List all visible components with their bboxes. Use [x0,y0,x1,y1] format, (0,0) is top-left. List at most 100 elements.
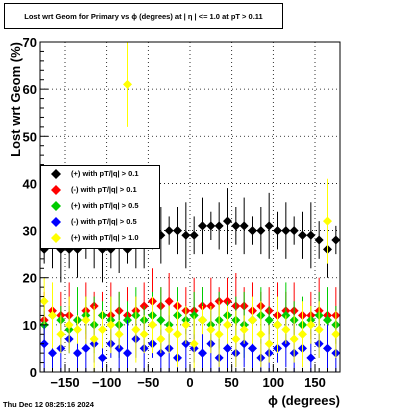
y-axis-label: Lost wrt Geom (%) [8,42,23,157]
data-point [298,329,307,339]
data-point [298,230,307,240]
legend-entry: (-) with pT/|q| > 0.5 [41,214,159,230]
data-point [131,325,141,335]
data-point [256,329,266,339]
data-point [273,226,282,236]
y-tick-label: 20 [23,271,37,286]
legend-label: (+) with pT/|q| > 0.5 [71,201,139,210]
data-point [306,230,316,240]
data-point [89,334,99,344]
legend-label: (+) with pT/|q| > 1.0 [71,233,139,242]
data-point [331,329,341,339]
legend-label: (-) with pT/|q| > 0.5 [71,217,137,226]
data-point [231,334,241,344]
legend-label: (-) with pT/|q| > 0.1 [71,185,137,194]
data-point [39,296,49,306]
x-tick-label: 100 [262,375,284,390]
data-point [189,230,199,240]
data-point [264,221,274,231]
data-point [289,334,299,344]
legend-entry: (-) with pT/|q| > 0.1 [41,182,159,198]
y-tick-label: 70 [23,35,37,50]
timestamp: Thu Dec 12 08:25:16 2024 [3,400,94,409]
data-point [281,325,291,335]
legend-entry: (+) with pT/|q| > 1.0 [41,230,159,246]
data-point [273,320,282,330]
data-point [214,329,224,339]
y-tick-label: 10 [23,318,37,333]
data-point [331,235,341,245]
data-point [156,334,166,344]
data-point [39,339,49,349]
x-axis-label: ϕ (degrees) [268,393,340,408]
data-point [314,325,324,335]
x-tick-label: −150 [50,375,79,390]
data-point [239,221,249,231]
data-point [198,348,207,358]
data-point [81,315,91,325]
data-point [164,296,174,306]
data-point [73,325,82,335]
y-tick-label: 40 [23,176,37,191]
data-point [173,226,182,236]
legend-marker-icon [51,217,61,227]
data-point [306,353,316,363]
data-point [64,320,74,330]
x-tick-label: 0 [186,375,193,390]
data-point [223,320,232,330]
data-point [98,325,107,335]
data-point [98,353,107,363]
data-point [106,320,116,330]
data-point [123,79,132,89]
chart-title-box: Lost wrt Geom for Primary vs ϕ (degrees)… [4,3,283,29]
legend-entry: (+) with pT/|q| > 0.1 [41,166,159,182]
data-point [198,221,207,231]
data-point [206,325,216,335]
legend: (+) with pT/|q| > 0.1 (-) with pT/|q| > … [40,165,160,249]
x-tick-label: 50 [224,375,238,390]
data-point [306,320,316,330]
data-point [239,325,249,335]
data-point [198,315,207,325]
data-point [223,343,232,353]
legend-entry: (+) with pT/|q| > 0.5 [41,198,159,214]
data-point [281,226,291,236]
data-point [181,230,191,240]
data-point [248,343,257,353]
data-point [314,235,324,245]
data-point [48,310,57,320]
data-point [206,221,216,231]
data-point [81,343,91,353]
data-point [164,226,174,236]
legend-marker-icon [51,169,61,179]
data-point [48,348,57,358]
data-point [248,226,257,236]
data-point [139,329,149,339]
x-tick-label: −100 [92,375,121,390]
legend-marker-icon [51,185,61,195]
x-tick-label: 150 [304,375,326,390]
legend-marker-icon [51,201,61,211]
data-point [323,216,332,226]
data-point [289,226,299,236]
y-tick-label: 60 [23,82,37,97]
data-point [181,320,191,330]
data-point [114,329,124,339]
data-point [156,315,166,325]
data-point [256,226,266,236]
data-point [164,325,174,335]
y-tick-label: 0 [30,365,37,380]
chart-title: Lost wrt Geom for Primary vs ϕ (degrees)… [24,12,263,21]
data-point [231,221,241,231]
data-point [323,315,332,325]
data-points [39,42,341,372]
data-point [248,315,257,325]
axes: −150 −100 −50 0 50 100 150 0 10 20 30 40 50 60 70 [23,35,337,390]
data-point [189,339,199,349]
y-tick-label: 50 [23,129,37,144]
data-point [223,216,232,226]
data-point [264,315,274,325]
y-tick-label: 30 [23,224,37,239]
data-point [148,320,157,330]
data-point [173,329,182,339]
